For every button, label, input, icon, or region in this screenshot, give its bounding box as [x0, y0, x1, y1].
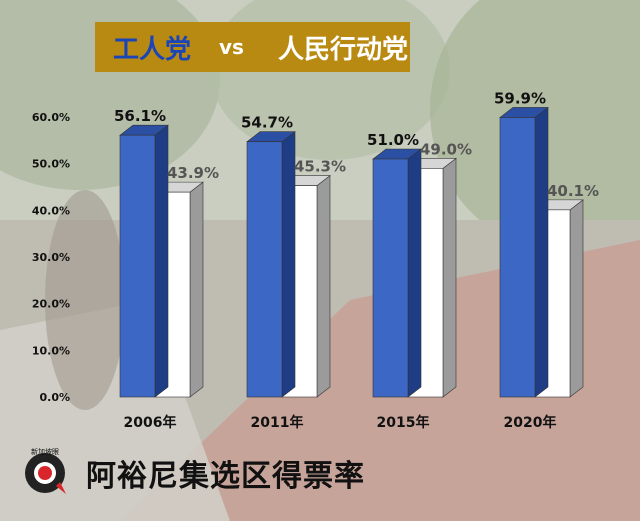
bar-workers-party-side: [407, 148, 422, 398]
bar-workers-party: [372, 158, 409, 398]
y-tick-label: 60.0%: [32, 111, 70, 124]
x-tick-label: 2020年: [504, 414, 557, 431]
data-label-pap: 40.1%: [547, 182, 599, 200]
bar-pap-side: [569, 199, 584, 398]
data-label-pap: 49.0%: [420, 140, 472, 158]
site-logo-icon: 新加坡眼: [25, 447, 66, 494]
logo-text: 新加坡眼: [31, 447, 59, 456]
y-tick-label: 30.0%: [32, 251, 70, 264]
y-tick-label: 20.0%: [32, 298, 70, 311]
data-label-pap: 43.9%: [167, 164, 219, 182]
y-tick-label: 0.0%: [39, 391, 70, 404]
bar-pap-side: [442, 157, 457, 398]
bar-workers-party-side: [534, 106, 549, 398]
y-tick-label: 10.0%: [32, 344, 70, 357]
x-tick-label: 2006年: [124, 414, 177, 431]
chart-title: 阿裕尼集选区得票率: [86, 459, 365, 494]
y-tick-label: 50.0%: [32, 158, 70, 171]
data-label-workers-party: 56.1%: [114, 107, 166, 125]
y-tick-label: 40.0%: [32, 204, 70, 217]
title-banner: 工人党 vs 人民行动党: [95, 22, 410, 72]
bar-workers-party: [246, 141, 283, 398]
bar-workers-party: [119, 134, 156, 398]
x-tick-label: 2011年: [251, 414, 304, 431]
title-vs: vs: [219, 35, 244, 59]
data-label-pap: 45.3%: [294, 158, 346, 176]
title-workers-party: 工人党: [113, 34, 192, 65]
bar-pap-side: [189, 181, 204, 398]
bar-pap-side: [316, 174, 331, 398]
data-label-workers-party: 54.7%: [241, 114, 293, 132]
bar-workers-party: [499, 117, 536, 398]
data-label-workers-party: 51.0%: [367, 131, 419, 149]
data-label-workers-party: 59.9%: [494, 89, 546, 107]
x-tick-label: 2015年: [377, 414, 430, 431]
title-pap: 人民行动党: [277, 34, 408, 65]
